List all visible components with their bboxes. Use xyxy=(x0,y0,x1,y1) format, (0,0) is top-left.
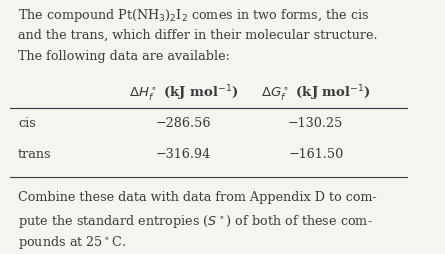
Text: and the trans, which differ in their molecular structure.: and the trans, which differ in their mol… xyxy=(18,28,377,41)
Text: trans: trans xyxy=(18,147,52,160)
Text: −130.25: −130.25 xyxy=(288,116,344,129)
Text: −161.50: −161.50 xyxy=(288,147,344,160)
Text: The compound Pt(NH$_3$)$_2$I$_2$ comes in two forms, the cis: The compound Pt(NH$_3$)$_2$I$_2$ comes i… xyxy=(18,7,369,24)
Text: −316.94: −316.94 xyxy=(156,147,211,160)
Text: cis: cis xyxy=(18,116,36,129)
Text: $\Delta H_f^\circ$ (kJ mol$^{-1}$): $\Delta H_f^\circ$ (kJ mol$^{-1}$) xyxy=(129,84,238,104)
Text: Combine these data with data from Appendix D to com-: Combine these data with data from Append… xyxy=(18,190,376,203)
Text: $\Delta G_f^\circ$ (kJ mol$^{-1}$): $\Delta G_f^\circ$ (kJ mol$^{-1}$) xyxy=(261,84,371,104)
Text: The following data are available:: The following data are available: xyxy=(18,50,230,62)
Text: pute the standard entropies ($S^\circ$) of both of these com-: pute the standard entropies ($S^\circ$) … xyxy=(18,212,373,229)
Text: −286.56: −286.56 xyxy=(156,116,211,129)
Text: pounds at 25$^\circ$C.: pounds at 25$^\circ$C. xyxy=(18,233,126,250)
